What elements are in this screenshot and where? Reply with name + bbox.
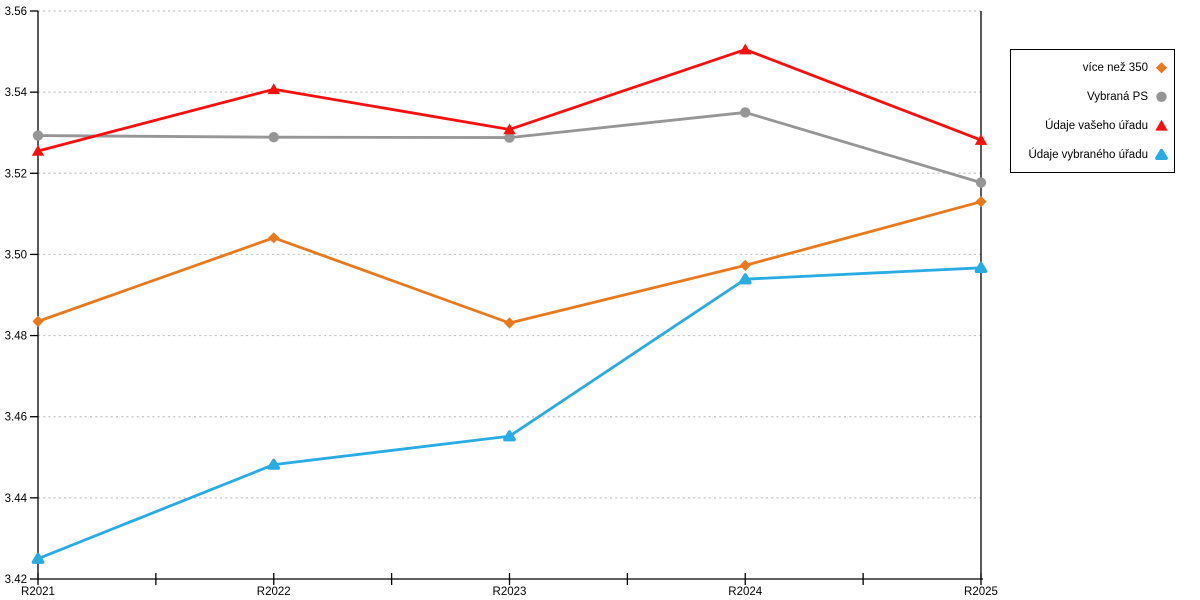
legend-item-label: Údaje vybraného úřadu xyxy=(1028,148,1148,161)
series-path xyxy=(36,111,983,185)
triangle-rounded-icon xyxy=(267,458,281,470)
circle-icon xyxy=(975,177,987,188)
x-tick-label: R2025 xyxy=(964,586,998,598)
circle-icon xyxy=(504,132,515,143)
triangle-icon xyxy=(974,134,988,145)
circle-icon xyxy=(1154,89,1169,104)
y-tick-label: 3.42 xyxy=(5,574,27,586)
x-tick-label: R2024 xyxy=(728,586,762,598)
triangle-rounded-icon xyxy=(738,273,752,285)
x-tick-label: R2023 xyxy=(493,586,527,598)
legend: více než 350 Vybraná PS Údaje vašeho úřa… xyxy=(1010,49,1175,173)
diamond-glyph xyxy=(1155,62,1168,74)
series-markers-3 xyxy=(31,261,988,564)
triangle-icon xyxy=(267,83,280,95)
triangle-rounded-icon xyxy=(503,430,516,442)
circle-glyph xyxy=(1156,91,1167,102)
series-line-0 xyxy=(36,200,983,325)
triangle-rounded-icon xyxy=(1154,147,1169,162)
y-tick-label: 3.52 xyxy=(5,168,27,180)
diamond-icon xyxy=(32,315,44,327)
y-tick-label: 3.46 xyxy=(5,412,27,424)
legend-item: více než 350 xyxy=(1011,53,1174,82)
y-tick-label: 3.54 xyxy=(5,87,28,99)
triangle-glyph xyxy=(1155,119,1168,131)
diamond-icon xyxy=(503,317,516,329)
series-markers-1 xyxy=(32,107,987,188)
axes: 3.42 3.44 3.46 3.48 3.50 3.52 3.54 3.56 R2021 R20… xyxy=(5,6,998,598)
circle-icon xyxy=(32,130,44,141)
series-markers-2 xyxy=(31,43,988,156)
gridlines xyxy=(38,10,981,499)
diamond-icon xyxy=(739,259,751,271)
diamond-icon xyxy=(268,232,280,244)
circle-icon xyxy=(740,107,751,118)
diamond-icon xyxy=(1154,60,1169,75)
y-tick-label: 3.50 xyxy=(5,249,27,261)
triangle-icon xyxy=(503,123,516,135)
series-line-3 xyxy=(36,266,983,561)
circle-icon xyxy=(268,131,279,143)
triangle-rounded-icon xyxy=(31,552,45,564)
y-tick-label: 3.48 xyxy=(5,331,27,343)
diamond-icon xyxy=(975,196,987,208)
y-tick-label: 3.44 xyxy=(5,493,28,505)
series-line-1 xyxy=(36,111,983,185)
legend-item-label: Údaje vašeho úřadu xyxy=(1045,119,1148,132)
legend-item: Údaje vašeho úřadu xyxy=(1011,111,1174,140)
triangle-rounded-glyph xyxy=(1155,148,1168,160)
legend-item-label: Vybraná PS xyxy=(1087,90,1148,103)
y-tick-label: 3.56 xyxy=(5,6,27,18)
triangle-icon xyxy=(31,144,45,156)
triangle-rounded-icon xyxy=(974,261,988,273)
legend-item: Vybraná PS xyxy=(1011,82,1174,111)
series-markers-0 xyxy=(32,196,987,329)
series-path xyxy=(36,200,983,325)
legend-item: Údaje vybraného úřadu xyxy=(1011,140,1174,169)
triangle-icon xyxy=(1154,118,1169,133)
x-tick-label: R2021 xyxy=(21,586,55,598)
series-path xyxy=(36,266,983,561)
x-tick-label: R2022 xyxy=(257,586,291,598)
triangle-icon xyxy=(739,43,752,55)
legend-item-label: více než 350 xyxy=(1082,61,1148,74)
